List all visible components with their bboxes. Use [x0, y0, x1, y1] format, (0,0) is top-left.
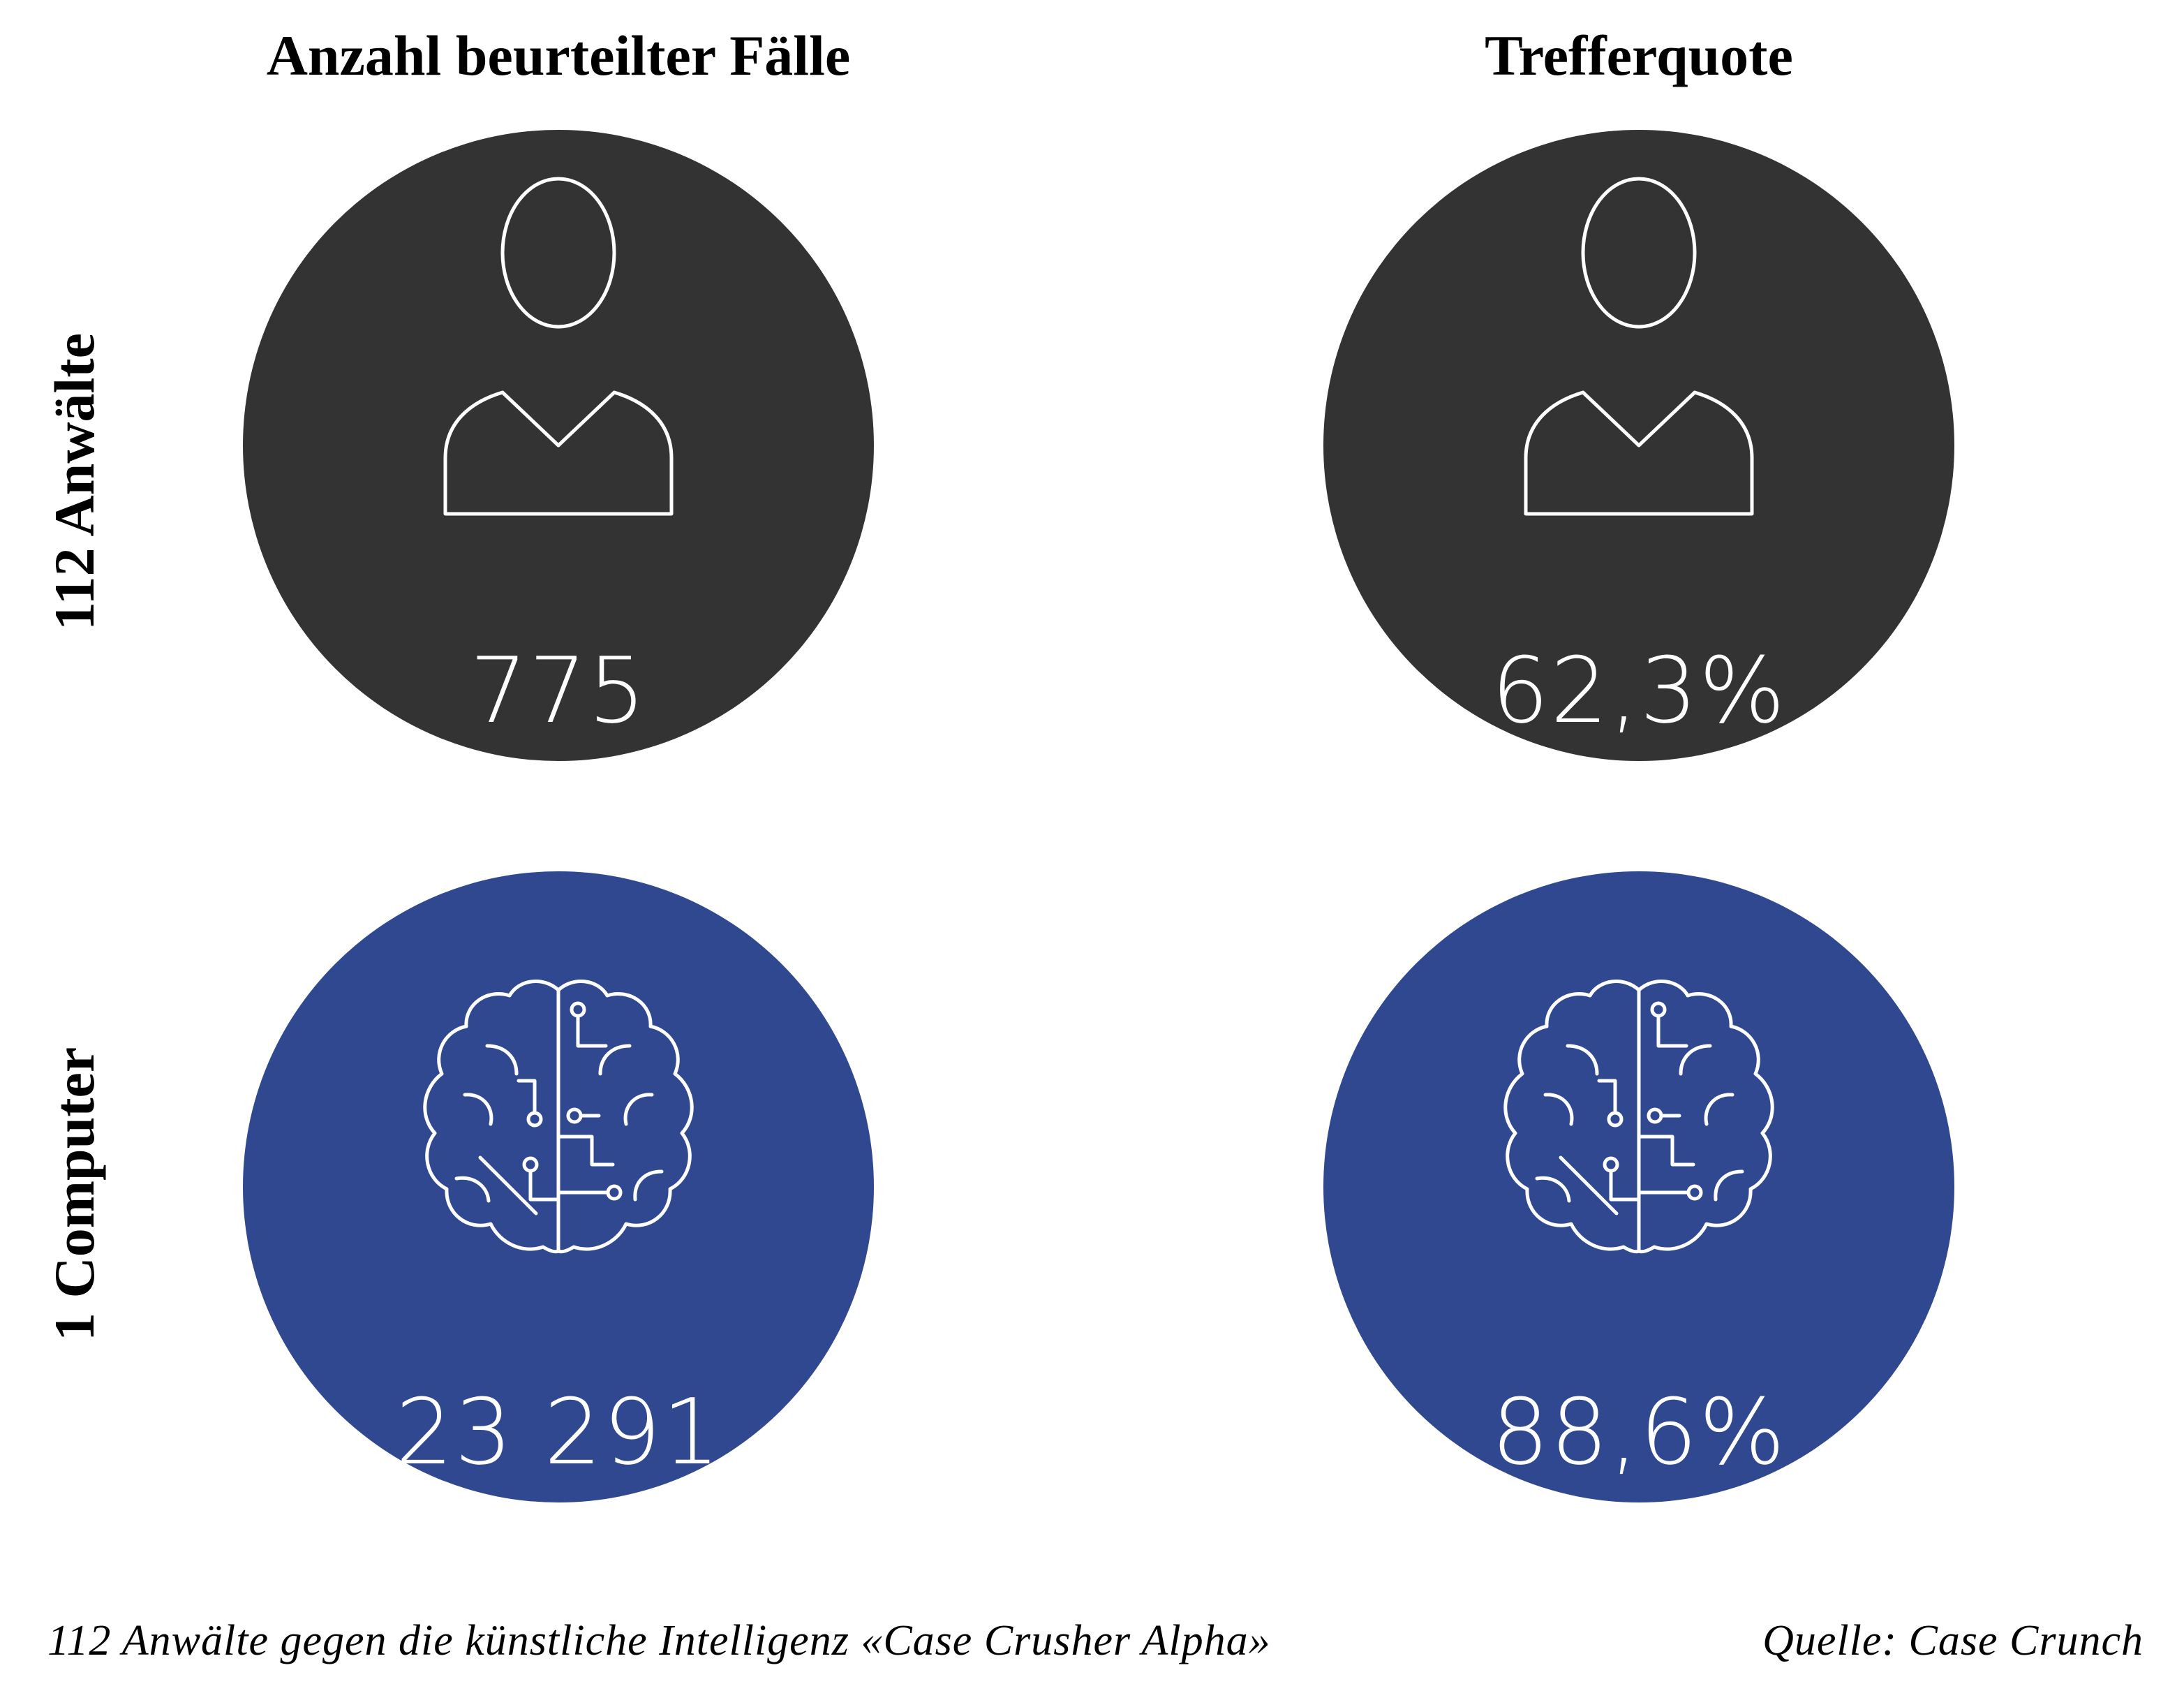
circle-lawyers-cases: 775 — [243, 130, 874, 761]
column-header-hit-rate: Trefferquote — [1485, 24, 1793, 87]
column-header-cases: Anzahl beurteilter Fälle — [266, 24, 851, 87]
row-label-computer: 1 Computer — [43, 1047, 106, 1341]
value-lawyers-hit-rate: 62,3% — [1491, 637, 1787, 744]
chart-caption: 112 Anwälte gegen die künstliche Intelli… — [47, 1617, 1271, 1664]
source-note: Quelle: Case Crunch — [1762, 1617, 2144, 1664]
person-icon — [1524, 177, 1754, 516]
brain-circuit-icon — [1503, 980, 1774, 1254]
value-computer-hit-rate: 88,6% — [1491, 1379, 1787, 1485]
row-label-lawyers: 112 Anwälte — [43, 333, 106, 630]
value-lawyers-cases: 775 — [469, 637, 648, 744]
value-computer-cases: 23 291 — [395, 1379, 722, 1485]
circle-computer-cases: 23 291 — [243, 871, 874, 1502]
circle-lawyers-hit-rate: 62,3% — [1323, 130, 1954, 761]
person-icon — [443, 177, 674, 516]
circle-computer-hit-rate: 88,6% — [1323, 871, 1954, 1502]
brain-circuit-icon — [423, 980, 694, 1254]
